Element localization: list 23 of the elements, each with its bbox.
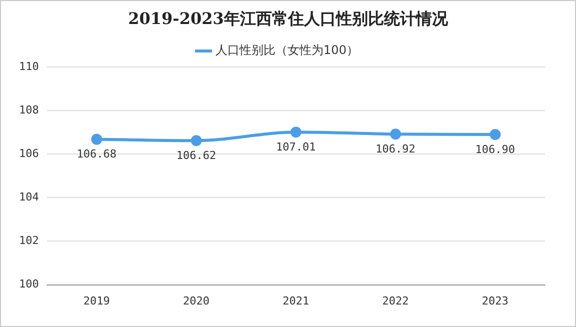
y-tick-label: 102 bbox=[18, 234, 39, 248]
x-tick-label: 2023 bbox=[482, 294, 508, 308]
y-tick-label: 104 bbox=[18, 190, 40, 204]
x-tick-label: 2022 bbox=[382, 294, 409, 308]
point bbox=[91, 134, 102, 145]
y-tick-label: 108 bbox=[18, 103, 39, 116]
legend-label: 人口性别比（女性为100） bbox=[216, 43, 358, 58]
data-label: 107.01 bbox=[276, 140, 316, 154]
y-tick-label: 100 bbox=[18, 278, 39, 291]
data-label: 106.62 bbox=[176, 148, 216, 162]
point bbox=[390, 128, 402, 140]
chart-title: 2019-2023年江西常住人口性别比统计情况 bbox=[127, 9, 449, 30]
data-label: 106.92 bbox=[376, 142, 416, 156]
point bbox=[290, 126, 302, 138]
x-tick-label: 2021 bbox=[282, 294, 310, 308]
point bbox=[190, 135, 202, 146]
y-tick-label: 110 bbox=[18, 60, 39, 73]
point bbox=[490, 129, 501, 140]
data-label: 106.90 bbox=[475, 142, 516, 156]
x-tick-label: 2019 bbox=[83, 294, 110, 308]
y-tick-label: 106 bbox=[18, 146, 39, 160]
data-label: 106.68 bbox=[76, 148, 117, 161]
x-tick-label: 2020 bbox=[183, 294, 210, 308]
